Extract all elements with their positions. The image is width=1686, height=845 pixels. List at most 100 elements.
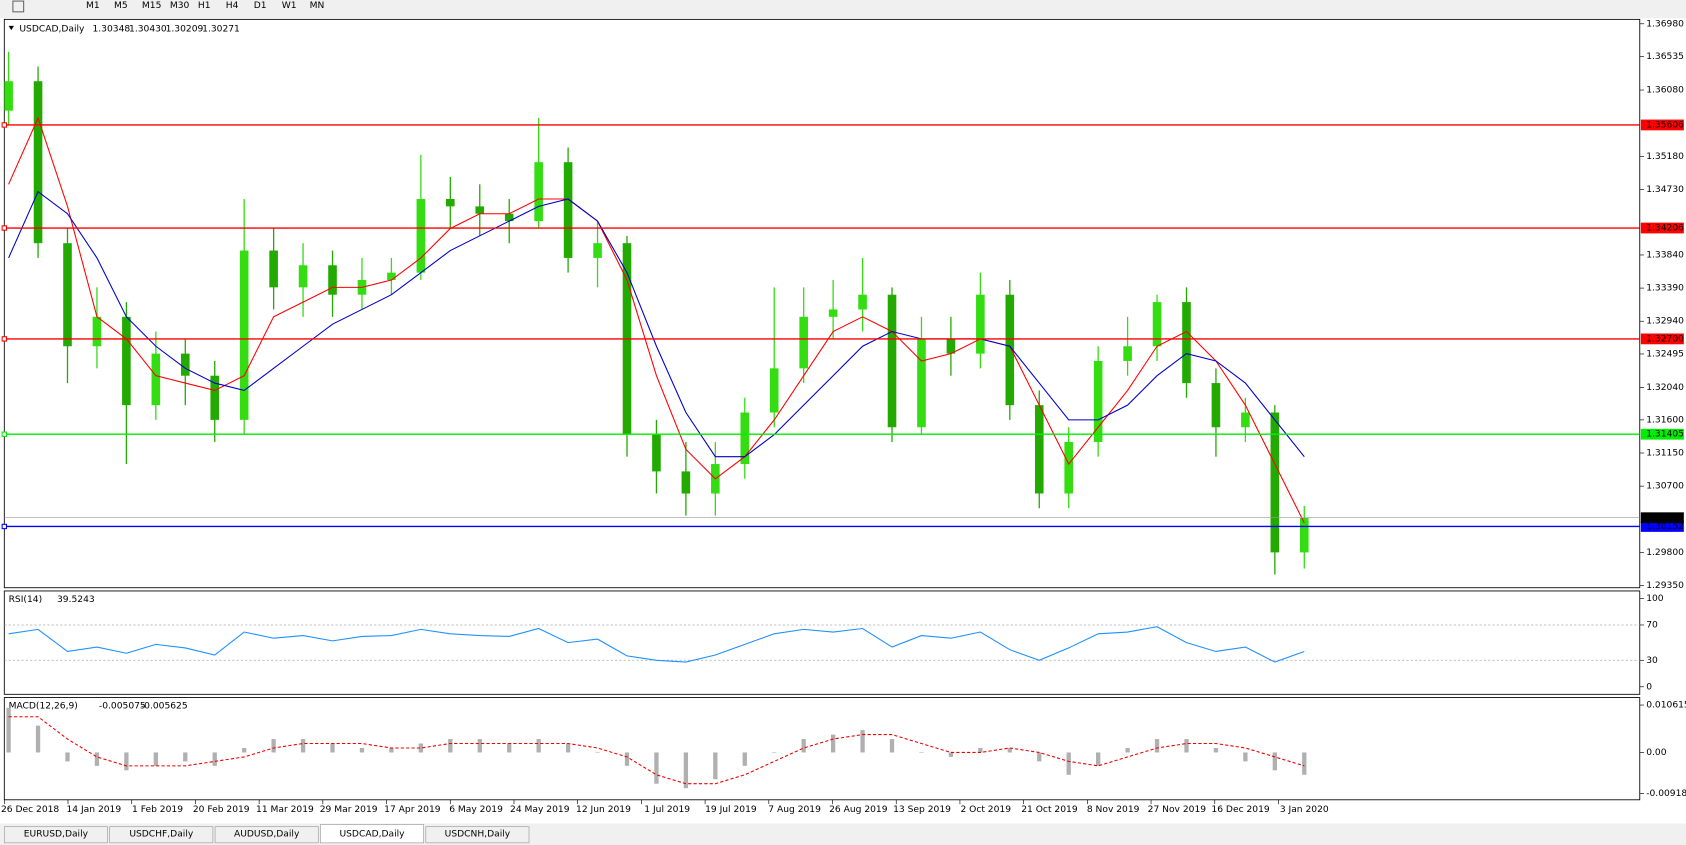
candle-body bbox=[593, 243, 602, 258]
y-tick-label: -0.009181 bbox=[1646, 789, 1686, 799]
level-marker bbox=[1, 225, 7, 231]
y-tick-label: 0.00 bbox=[1646, 748, 1667, 758]
macd-bar bbox=[624, 752, 630, 766]
macd-bar bbox=[6, 707, 11, 753]
tab-label[interactable]: EURUSD,Daily bbox=[24, 830, 89, 840]
toolbar bbox=[0, 0, 1686, 19]
candle-body bbox=[1064, 441, 1074, 494]
level-label-bg bbox=[1640, 428, 1684, 440]
macd-bar bbox=[1184, 739, 1189, 753]
tab[interactable] bbox=[425, 826, 530, 844]
y-tick-label: 1.29800 bbox=[1646, 548, 1684, 558]
y-tick-label: 1.32940 bbox=[1646, 317, 1684, 327]
y-tick-label: 1.34730 bbox=[1646, 185, 1684, 195]
tab-label[interactable]: USDCHF,Daily bbox=[129, 830, 194, 840]
macd-bar bbox=[1125, 747, 1130, 753]
candle-body bbox=[769, 368, 779, 413]
timeframe-button[interactable]: MN bbox=[310, 1, 325, 11]
rsi-line bbox=[8, 626, 1305, 663]
tab[interactable] bbox=[3, 826, 108, 844]
level-marker bbox=[1, 431, 7, 437]
candle-body bbox=[652, 434, 661, 472]
candle-body bbox=[92, 316, 102, 347]
x-tick-label: 21 Oct 2019 bbox=[1021, 805, 1078, 815]
timeframe-button[interactable]: M30 bbox=[170, 1, 190, 11]
y-tick-label: 1.35180 bbox=[1646, 152, 1684, 162]
candle-body bbox=[887, 294, 897, 428]
candle-body bbox=[858, 294, 867, 310]
x-tick-label: 27 Nov 2019 bbox=[1148, 805, 1207, 815]
y-tick-label: 1.33390 bbox=[1646, 284, 1684, 294]
macd-bar bbox=[212, 752, 217, 766]
level-marker bbox=[1, 336, 7, 342]
main-frame bbox=[3, 18, 1641, 589]
candle-body bbox=[180, 353, 190, 376]
candle-body bbox=[534, 162, 543, 222]
tab-label[interactable]: USDCNH,Daily bbox=[445, 830, 511, 840]
x-tick-label: 20 Feb 2019 bbox=[193, 805, 250, 815]
x-tick-label: 26 Dec 2018 bbox=[1, 805, 59, 815]
candle-body bbox=[1270, 412, 1280, 553]
dropdown-arrow bbox=[8, 25, 14, 31]
timeframe-button[interactable]: M1 bbox=[86, 1, 100, 11]
ohlc-label: 1.30209 bbox=[166, 25, 204, 35]
tab[interactable] bbox=[320, 824, 424, 844]
moving-average bbox=[8, 190, 1305, 458]
timeframe-button[interactable]: H4 bbox=[226, 1, 239, 11]
timeframe-button[interactable]: M15 bbox=[142, 1, 162, 11]
candle-body bbox=[1093, 360, 1103, 442]
x-tick-label: 17 Apr 2019 bbox=[384, 805, 441, 815]
x-tick-label: 8 Nov 2019 bbox=[1087, 805, 1140, 815]
indicator-value: 39.5243 bbox=[57, 595, 95, 605]
x-tick-label: 2 Oct 2019 bbox=[960, 805, 1011, 815]
tab[interactable] bbox=[109, 826, 214, 844]
chart-title: USDCAD,Daily bbox=[19, 25, 85, 35]
candle-body bbox=[563, 162, 573, 258]
macd-bar bbox=[772, 752, 777, 753]
candle-body bbox=[328, 265, 337, 295]
level-label: 1.35606 bbox=[1646, 120, 1684, 130]
indicator-value: -0.005075 bbox=[99, 702, 146, 712]
toolbar-icon[interactable] bbox=[12, 0, 25, 13]
macd-bar bbox=[536, 739, 541, 753]
x-tick-label: 26 Aug 2019 bbox=[829, 805, 888, 815]
y-tick-label: 1.32495 bbox=[1646, 349, 1684, 359]
timeframe-button[interactable]: H1 bbox=[198, 1, 211, 11]
macd-bar bbox=[271, 739, 276, 753]
level-label: 1.31405 bbox=[1646, 430, 1684, 440]
tab-label[interactable]: AUDUSD,Daily bbox=[234, 830, 300, 840]
level-marker bbox=[1, 122, 7, 128]
macd-bar bbox=[507, 743, 512, 753]
macd-bar bbox=[300, 739, 306, 753]
tab-label[interactable]: USDCAD,Daily bbox=[339, 830, 405, 840]
candle-body bbox=[504, 213, 514, 222]
macd-bar bbox=[330, 743, 335, 753]
macd-bar bbox=[65, 752, 70, 762]
x-tick-label: 19 Jul 2019 bbox=[705, 805, 757, 815]
macd-bar bbox=[978, 747, 983, 753]
macd-bar bbox=[1302, 752, 1307, 775]
candle-body bbox=[151, 353, 161, 406]
candle-body bbox=[1123, 346, 1132, 361]
y-tick-label: 1.31600 bbox=[1646, 415, 1684, 425]
timeframe-button[interactable]: W1 bbox=[282, 1, 297, 11]
y-tick-label: 1.36535 bbox=[1646, 52, 1684, 62]
ohlc-label: 1.30271 bbox=[202, 25, 240, 35]
macd-bar bbox=[1037, 752, 1042, 762]
y-tick-label: 1.36080 bbox=[1646, 86, 1684, 96]
rsi-frame bbox=[3, 590, 1641, 695]
x-tick-label: 11 Mar 2019 bbox=[256, 805, 314, 815]
x-tick-label: 29 Mar 2019 bbox=[320, 805, 378, 815]
macd-bar bbox=[742, 752, 747, 766]
candle-body bbox=[1182, 302, 1191, 384]
timeframe-button[interactable]: M5 bbox=[114, 1, 128, 11]
timeframe-button[interactable]: D1 bbox=[254, 1, 267, 11]
tab[interactable] bbox=[214, 826, 319, 844]
macd-bar bbox=[948, 752, 954, 757]
macd-bar bbox=[359, 747, 365, 753]
candle-body bbox=[298, 265, 308, 288]
macd-bar bbox=[830, 734, 836, 753]
candle-body bbox=[33, 81, 43, 244]
macd-bar bbox=[35, 725, 41, 753]
